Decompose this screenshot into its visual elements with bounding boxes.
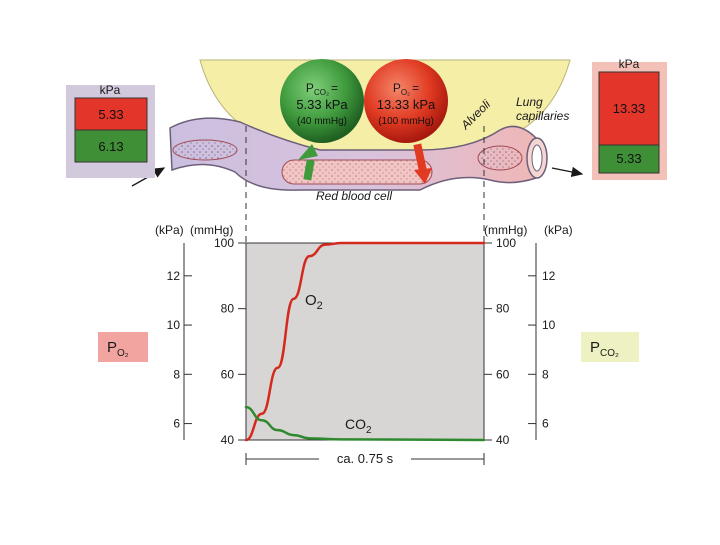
co2-curve	[244, 405, 486, 442]
mmhg-right-tick-label-0: 100	[496, 236, 516, 250]
svg-text:5.33: 5.33	[616, 151, 641, 166]
mmhg-left-ticks: 100 80 60 40	[214, 236, 246, 447]
kpa-left-tick-label-1: 10	[167, 318, 181, 332]
mmhg-left-tick-label-1: 80	[221, 302, 235, 316]
time-span-label: ca. 0.75 s	[337, 451, 394, 466]
o2-curve	[244, 241, 486, 442]
svg-text:kPa: kPa	[100, 83, 121, 97]
kpa-left-tick-label-3: 6	[173, 417, 180, 431]
lung-capillaries-label-2: capillaries	[516, 109, 569, 123]
svg-text:6.13: 6.13	[98, 139, 123, 154]
o2-diffusion-arrow	[413, 143, 432, 184]
kpa-left-ticks: 12 10 8 6	[167, 269, 192, 431]
po2-param-box: PO₂	[98, 332, 148, 362]
po2-label: PO₂ =	[393, 81, 419, 97]
svg-text:PO₂: PO₂	[107, 339, 129, 359]
right-mmhg-header: (mmHg)	[484, 223, 527, 237]
kpa-right-tick-label-1: 10	[542, 318, 556, 332]
svg-text:5.33: 5.33	[98, 107, 123, 122]
po2-kpa: 13.33 kPa	[377, 97, 436, 112]
svg-text:13.33: 13.33	[613, 101, 646, 116]
mmhg-left-tick-label-2: 60	[221, 367, 235, 381]
pco2-label: PCO₂ =	[306, 81, 338, 97]
kpa-right-tick-label-3: 6	[542, 417, 549, 431]
kpa-left-tick-label-2: 8	[173, 367, 180, 381]
kpa-left-tick-label-0: 12	[167, 269, 181, 283]
left-kpa-header: (kPa)	[155, 223, 184, 237]
mmhg-left-tick-label-3: 40	[221, 433, 235, 447]
o2-series-label: O2	[305, 292, 323, 312]
right-kpa-header: (kPa)	[544, 223, 573, 237]
mmhg-right-tick-label-3: 40	[496, 433, 510, 447]
plot-area	[245, 242, 485, 441]
venous-blood-values: kPa 5.33 6.13	[66, 83, 155, 178]
arterial-blood-values: kPa 13.33 5.33	[592, 57, 667, 180]
svg-text:PCO₂: PCO₂	[590, 339, 619, 359]
mmhg-left-tick-label-0: 100	[214, 236, 234, 250]
lung-capillaries-label: Lung	[516, 95, 543, 109]
left-mmhg-header: (mmHg)	[190, 223, 233, 237]
mmhg-right-tick-label-1: 80	[496, 302, 510, 316]
kpa-right-ticks: 12 10 8 6	[528, 269, 556, 431]
co2-diffusion-arrow	[298, 144, 318, 181]
lung-capillary	[169, 117, 548, 191]
mmhg-right-ticks: 100 80 60 40	[484, 236, 516, 447]
pco2-bubble	[280, 59, 364, 143]
mmhg-right-tick-label-2: 60	[496, 367, 510, 381]
po2-bubble	[364, 59, 448, 143]
blood-outflow-arrow	[551, 166, 584, 178]
svg-text:kPa: kPa	[619, 57, 640, 71]
pco2-param-box: PCO₂	[581, 332, 639, 362]
series-layer	[244, 241, 486, 442]
kpa-right-tick-label-2: 8	[542, 367, 549, 381]
red-blood-cell-label: Red blood cell	[316, 189, 392, 203]
pressure-chart: (kPa) (mmHg) (mmHg) (kPa) 100 80 60 40 100 8…	[155, 223, 573, 466]
po2-mmhg: (100 mmHg)	[378, 116, 434, 127]
kpa-right-tick-label-0: 12	[542, 269, 556, 283]
pco2-mmhg: (40 mmHg)	[297, 116, 347, 127]
pco2-kpa: 5.33 kPa	[296, 97, 348, 112]
co2-series-label: CO2	[345, 416, 372, 436]
